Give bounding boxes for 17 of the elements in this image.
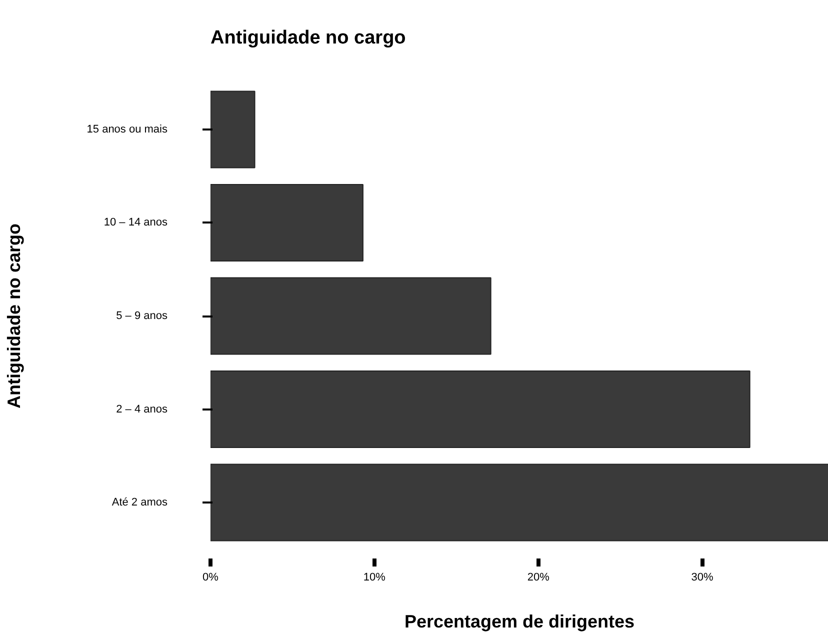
bar bbox=[210, 277, 492, 355]
x-tick-label: 30% bbox=[691, 572, 714, 584]
bar bbox=[210, 184, 364, 262]
y-tick-label: 15 anos ou mais bbox=[86, 123, 168, 136]
y-tick-label: 2 – 4 anos bbox=[116, 403, 168, 416]
y-axis-title: Antiguidade no cargo bbox=[4, 223, 24, 408]
bar bbox=[210, 464, 828, 542]
y-tick-label: 5 – 9 anos bbox=[116, 310, 168, 322]
x-axis-title: Percentagem de dirigentes bbox=[404, 612, 635, 632]
y-tick-label: Até 2 amos bbox=[112, 496, 168, 509]
bar bbox=[210, 90, 256, 168]
y-tick-label: 10 – 14 anos bbox=[104, 216, 168, 229]
x-tick-label: 20% bbox=[527, 572, 550, 584]
x-tick-label: 0% bbox=[202, 572, 219, 584]
chart-title: Antiguidade no cargo bbox=[210, 28, 406, 48]
bar bbox=[210, 370, 750, 448]
x-tick-label: 10% bbox=[363, 572, 386, 584]
